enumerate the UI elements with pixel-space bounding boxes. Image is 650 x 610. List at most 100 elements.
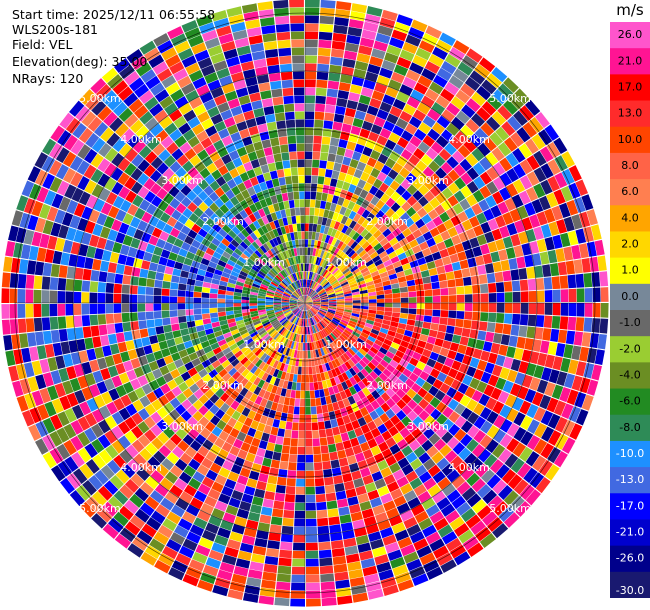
range-gate — [81, 232, 92, 246]
range-gate — [290, 167, 298, 176]
range-gate — [173, 115, 187, 129]
range-gate — [92, 370, 104, 384]
range-gate — [170, 532, 186, 545]
range-gate — [44, 401, 57, 417]
range-gate — [163, 155, 176, 168]
range-gate — [315, 397, 322, 406]
range-gate — [422, 276, 431, 284]
range-gate — [274, 291, 283, 296]
range-gate — [307, 326, 310, 335]
range-gate — [338, 263, 347, 271]
range-gate — [465, 228, 477, 240]
range-gate — [385, 437, 397, 448]
range-gate — [529, 472, 545, 489]
range-gate — [412, 416, 424, 428]
range-gate — [366, 316, 376, 322]
range-gate — [179, 491, 193, 504]
range-gate — [398, 373, 409, 383]
range-gate — [374, 189, 385, 200]
range-gate — [261, 333, 270, 341]
range-gate — [263, 354, 271, 364]
range-gate — [454, 428, 467, 442]
range-gate — [137, 172, 150, 186]
range-gate — [99, 226, 111, 239]
range-gate — [245, 118, 257, 129]
range-gate — [364, 244, 373, 253]
range-gate — [466, 48, 483, 63]
range-gate — [141, 523, 157, 538]
range-gate — [182, 573, 199, 587]
range-gate — [347, 561, 362, 572]
range-gate — [366, 284, 375, 290]
range-gate — [418, 398, 430, 410]
range-gate — [199, 167, 211, 179]
range-gate — [129, 216, 141, 229]
range-gate — [27, 166, 41, 183]
range-gate — [281, 79, 293, 89]
range-gate — [312, 301, 321, 303]
range-gate — [288, 200, 295, 209]
range-gate — [153, 287, 162, 296]
range-gate — [379, 101, 392, 113]
range-gate — [399, 167, 410, 179]
range-gate — [310, 291, 317, 298]
range-gate — [363, 256, 372, 264]
range-gate — [359, 311, 368, 316]
range-gate — [279, 261, 285, 270]
range-gate — [481, 101, 497, 116]
range-gate — [68, 254, 78, 267]
range-gate — [571, 244, 581, 260]
range-gate — [298, 358, 303, 367]
range-gate — [184, 148, 197, 161]
range-gate — [313, 341, 318, 350]
range-gate — [171, 386, 183, 397]
range-gate — [446, 387, 458, 399]
range-gate — [308, 289, 313, 297]
range-gate — [352, 393, 361, 403]
range-gate — [361, 29, 377, 41]
range-gate — [321, 217, 328, 226]
range-gate — [311, 422, 319, 431]
range-gate — [302, 295, 305, 303]
range-gate — [301, 303, 305, 310]
range-gate — [388, 346, 398, 355]
range-gate — [413, 147, 426, 160]
range-gate — [469, 133, 483, 148]
range-gate — [233, 235, 243, 245]
range-gate — [384, 303, 393, 308]
range-gate — [137, 311, 146, 321]
range-gate — [148, 360, 159, 372]
range-gate — [389, 180, 400, 191]
range-gate — [299, 297, 305, 303]
range-gate — [174, 135, 187, 148]
range-gate — [367, 350, 376, 358]
range-gate — [278, 557, 292, 567]
range-gate — [354, 325, 364, 332]
range-gate — [319, 307, 328, 312]
range-gate — [124, 70, 140, 86]
range-gate — [92, 223, 104, 237]
range-gate — [203, 410, 215, 421]
range-gate — [160, 249, 171, 259]
range-gate — [317, 348, 323, 357]
range-gate — [298, 298, 305, 303]
range-gate — [340, 465, 351, 475]
range-gate — [325, 169, 333, 178]
range-gate — [542, 328, 552, 341]
range-gate — [269, 358, 276, 367]
range-gate — [300, 303, 305, 310]
range-gate — [289, 332, 294, 340]
range-gate — [464, 285, 473, 295]
range-gate — [49, 142, 63, 159]
range-gate — [241, 535, 256, 546]
range-gate — [300, 326, 303, 335]
range-gate — [247, 410, 257, 420]
range-gate — [201, 118, 214, 130]
range-gate — [296, 334, 300, 343]
range-gate — [255, 359, 263, 368]
range-gate — [484, 231, 495, 243]
range-gate — [65, 117, 81, 134]
range-gate — [486, 181, 499, 195]
range-gate — [230, 400, 240, 411]
range-gate — [352, 343, 361, 351]
